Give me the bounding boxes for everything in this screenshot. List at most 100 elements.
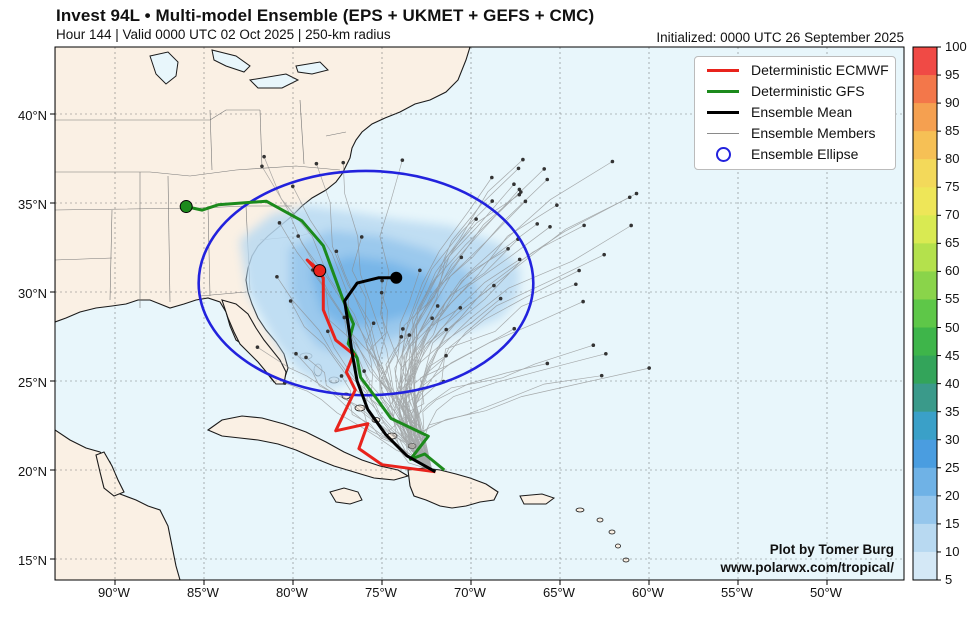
colorbar-tick-label: 70 xyxy=(945,207,960,223)
legend-label-members: Ensemble Members xyxy=(751,125,876,141)
colorbar-segment xyxy=(913,355,937,385)
ensemble-member-endpoint xyxy=(474,217,478,221)
ensemble-member-endpoint xyxy=(359,235,364,239)
ensemble-member-endpoint xyxy=(517,257,522,262)
lat-label: 30°N xyxy=(18,286,48,301)
ensemble-member-endpoint xyxy=(400,158,405,162)
colorbar-tick-label: 25 xyxy=(945,459,960,475)
land-puerto-rico xyxy=(519,493,556,505)
land-jamaica xyxy=(329,487,363,505)
ensemble-member-endpoint xyxy=(542,167,547,171)
legend-item-ecmwf: Deterministic ECMWF xyxy=(705,60,889,80)
colorbar-tick-label: 90 xyxy=(945,95,960,111)
ensemble-member-endpoint xyxy=(444,327,449,332)
colorbar-tick-label: 60 xyxy=(945,263,960,279)
ensemble-member-endpoint xyxy=(326,329,330,334)
ensemble-member-endpoints xyxy=(255,154,651,385)
ensemble-member-endpoint xyxy=(290,184,295,189)
land-cuba xyxy=(206,415,410,481)
colorbar-tick-label: 85 xyxy=(945,123,960,139)
ensemble-member-endpoint xyxy=(535,222,540,226)
colorbar-tick-label: 40 xyxy=(945,375,960,391)
credit-author: Plot by Tomer Burg xyxy=(769,542,894,557)
ensemble-member-track xyxy=(316,163,433,471)
colorbar-tick-label: 95 xyxy=(945,67,960,83)
ensemble-member-endpoint xyxy=(262,154,266,159)
ensemble-member-endpoint xyxy=(288,299,293,303)
colorbar-segment xyxy=(913,131,937,160)
ensemble-member-track xyxy=(380,336,433,471)
colorbar-segment xyxy=(913,47,937,76)
ensemble-member-track xyxy=(295,353,433,471)
ensemble-member-endpoint xyxy=(548,225,552,229)
colorbar-segment xyxy=(913,439,937,469)
ensemble-member-track xyxy=(400,177,493,471)
legend-swatch-members xyxy=(705,123,741,143)
legend-label-mean: Ensemble Mean xyxy=(751,104,853,120)
colorbar-segment xyxy=(913,411,937,441)
ensemble-member-endpoint xyxy=(521,157,525,162)
ensemble-member-track xyxy=(399,218,477,471)
ensemble-member-endpoint xyxy=(634,191,639,196)
ensemble-member-endpoint xyxy=(591,343,596,348)
lon-label: 60°W xyxy=(632,585,664,600)
ensemble-mean-track xyxy=(343,276,437,474)
ensemble-member-track xyxy=(394,257,462,471)
lon-label: 90°W xyxy=(98,585,130,600)
legend: Deterministic ECMWF Deterministic GFS En… xyxy=(694,56,896,170)
ensemble-member-endpoint xyxy=(577,268,581,273)
credit-url: www.polarwx.com/tropical/ xyxy=(720,560,894,575)
ensemble-member-endpoint xyxy=(516,166,521,171)
legend-label-ellipse: Ensemble Ellipse xyxy=(751,146,859,162)
ensemble-member-endpoint xyxy=(599,373,604,378)
ensemble-member-endpoint xyxy=(342,315,347,320)
ensemble-member-track xyxy=(404,298,501,471)
ensemble-member-track xyxy=(386,305,438,471)
map-frame xyxy=(54,46,905,581)
colorbar-segment xyxy=(913,271,937,300)
ensemble-member-endpoint xyxy=(379,290,384,295)
mean-endpoint xyxy=(390,271,403,284)
ensemble-member-endpoint xyxy=(581,299,585,304)
great-lakes xyxy=(149,49,329,89)
colorbar-segment xyxy=(913,523,937,553)
colorbar-segment xyxy=(913,187,937,216)
lat-label: 35°N xyxy=(18,197,48,212)
colorbar-tick-label: 80 xyxy=(945,151,960,167)
ensemble-member-track xyxy=(406,201,526,471)
ensemble-member-track xyxy=(342,162,433,471)
land-north-america xyxy=(55,47,471,383)
ensemble-member-endpoint xyxy=(545,177,550,182)
ensemble-member-track xyxy=(405,270,580,471)
legend-swatch-mean xyxy=(705,102,741,122)
colorbar-tick-label: 45 xyxy=(945,347,960,363)
ensemble-member-endpoint xyxy=(407,333,412,337)
ensemble-member-endpoint xyxy=(490,199,495,203)
colorbar-tick-label: 35 xyxy=(945,403,960,419)
colorbar-tick-label: 20 xyxy=(945,487,960,503)
ensemble-member-endpoint xyxy=(458,305,463,310)
colorbar-tick-label: 100 xyxy=(945,39,967,54)
colorbar-segment xyxy=(913,159,937,188)
colorbar-segment xyxy=(913,383,937,413)
ensemble-member-endpoint xyxy=(517,192,522,197)
ensemble-member-endpoint xyxy=(490,175,494,180)
colorbar-segment xyxy=(913,103,937,132)
ensemble-member-track xyxy=(351,236,433,471)
ensemble-member-endpoint xyxy=(647,366,651,370)
ensemble-member-track xyxy=(393,381,444,471)
ensemble-member-endpoint xyxy=(506,246,510,251)
ensemble-member-endpoint xyxy=(444,353,448,358)
colorbar-segment xyxy=(913,327,937,357)
ensemble-member-endpoint xyxy=(296,234,300,238)
ensemble-member-track xyxy=(414,161,613,471)
colorbar-tick-label: 30 xyxy=(945,431,960,447)
ensemble-member-endpoint xyxy=(602,252,606,257)
legend-item-gfs: Deterministic GFS xyxy=(705,81,865,101)
ensemble-member-endpoint xyxy=(334,249,339,254)
ensemble-member-endpoint xyxy=(339,374,344,378)
legend-label-gfs: Deterministic GFS xyxy=(751,83,865,99)
ensemble-member-endpoint xyxy=(399,335,404,339)
lat-label: 40°N xyxy=(18,108,48,123)
ensemble-member-endpoint xyxy=(523,199,528,204)
